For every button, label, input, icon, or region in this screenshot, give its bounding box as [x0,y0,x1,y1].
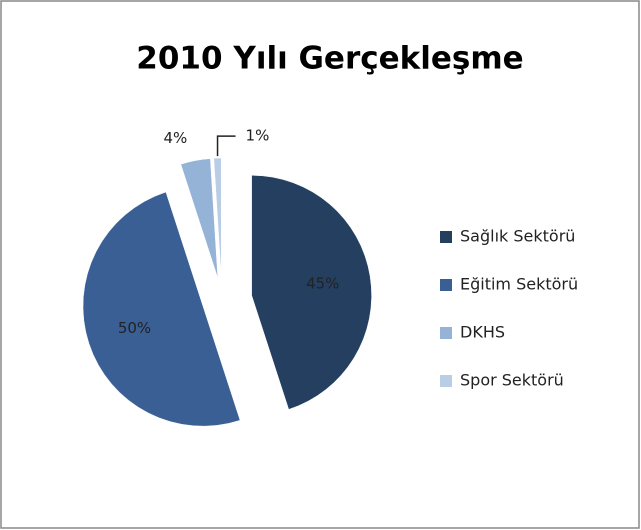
chart-title: 2010 Yılı Gerçekleşme [136,41,523,77]
pie-slice [213,157,222,279]
legend-swatch [440,375,452,387]
pie-slice [180,158,219,279]
legend-label: Eğitim Sektörü [460,275,578,294]
legend-swatch [440,327,452,339]
pie-slice [251,175,372,410]
legend-label: DKHS [460,323,505,342]
legend-label: Spor Sektörü [460,371,564,390]
legend-label: Sağlık Sektörü [460,227,575,246]
slice-label: 45% [306,275,339,293]
leader-line [216,135,236,157]
legend-swatch [440,279,452,291]
pie-slice [82,191,241,427]
legend-swatch [440,231,452,243]
slice-label: 4% [163,129,187,147]
slice-label: 1% [246,127,270,145]
slice-label: 50% [118,319,151,337]
